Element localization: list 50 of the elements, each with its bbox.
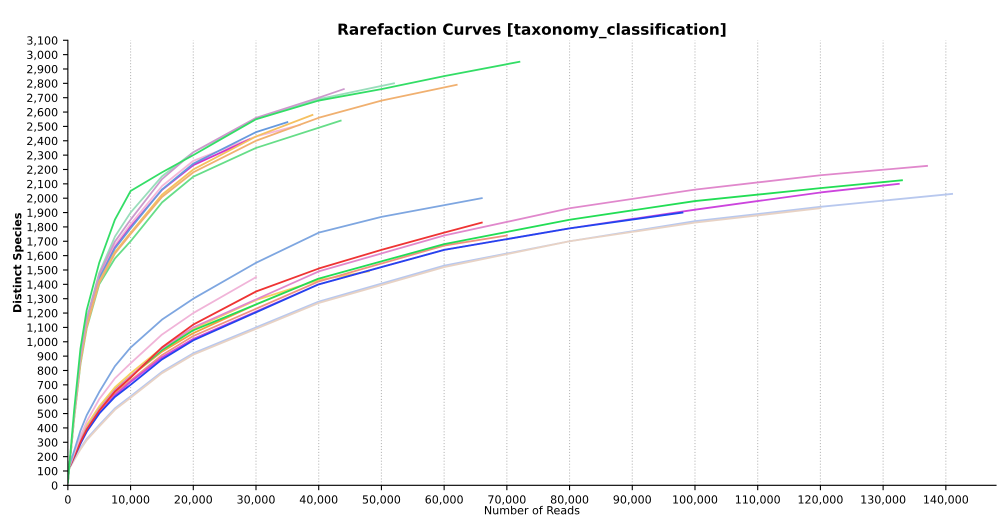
- x-tick-label: 50,000: [362, 495, 400, 505]
- x-tick-label: 110,000: [736, 495, 780, 505]
- y-tick-label: 100: [38, 466, 58, 476]
- y-tick-label: 0: [52, 481, 58, 490]
- y-tick-label: 200: [38, 452, 58, 462]
- y-tick-label: 2,500: [27, 122, 58, 132]
- y-tick-label: 1,600: [28, 252, 58, 262]
- x-tick-label: 0: [65, 495, 71, 504]
- x-tick-label: 60,000: [425, 495, 463, 505]
- x-tick-label: 30,000: [237, 495, 275, 505]
- x-tick-label: 120,000: [798, 495, 843, 505]
- x-tick-label: 10,000: [112, 495, 150, 505]
- y-tick-label: 2,400: [27, 136, 58, 146]
- y-tick-label: 2,600: [27, 108, 58, 118]
- y-tick-label: 300: [38, 438, 58, 447]
- y-tick-label: 1,100: [28, 323, 58, 333]
- y-tick-label: 2,900: [27, 64, 58, 74]
- y-tick-label: 1,900: [28, 208, 58, 218]
- y-tick-label: 2,700: [27, 94, 58, 104]
- y-tick-label: 500: [38, 410, 58, 418]
- x-tick-label: 90,000: [614, 495, 651, 505]
- y-tick-label: 1,200: [28, 309, 58, 319]
- y-tick-label: 2,200: [27, 165, 58, 175]
- y-axis-title: Distinct Species: [12, 213, 24, 312]
- x-axis-title: Number of Reads: [484, 506, 580, 514]
- y-tick-label: 1,700: [28, 237, 58, 247]
- y-tick-label: 2,100: [27, 180, 58, 190]
- y-tick-label: 1,400: [28, 280, 58, 290]
- x-tick-label: 80,000: [550, 495, 588, 505]
- y-tick-label: 3,100: [27, 36, 58, 46]
- x-tick-label: 140,000: [924, 495, 968, 505]
- x-tick-label: 70,000: [488, 495, 526, 505]
- x-tick-label: 40,000: [300, 495, 338, 505]
- y-tick-label: 2,000: [27, 194, 58, 204]
- y-tick-label: 600: [38, 395, 58, 404]
- y-tick-label: 800: [38, 366, 58, 375]
- x-tick-label: 20,000: [174, 495, 212, 505]
- x-tick-label: 100,000: [673, 495, 718, 505]
- y-tick-label: 700: [38, 380, 58, 390]
- y-tick-label: 1,300: [28, 294, 58, 304]
- y-tick-label: 900: [38, 352, 58, 361]
- y-tick-label: 1,800: [28, 222, 58, 232]
- y-tick-label: 2,800: [27, 79, 58, 89]
- x-tick-label: 130,000: [861, 495, 906, 505]
- y-tick-label: 3,000: [27, 50, 58, 60]
- y-tick-label: 2,300: [27, 151, 58, 161]
- chart-title: Rarefaction Curves [taxonomy_classification]: [338, 23, 726, 38]
- y-tick-label: 400: [37, 424, 58, 432]
- y-tick-label: 1,000: [28, 338, 58, 348]
- y-tick-label: 1,500: [28, 266, 58, 276]
